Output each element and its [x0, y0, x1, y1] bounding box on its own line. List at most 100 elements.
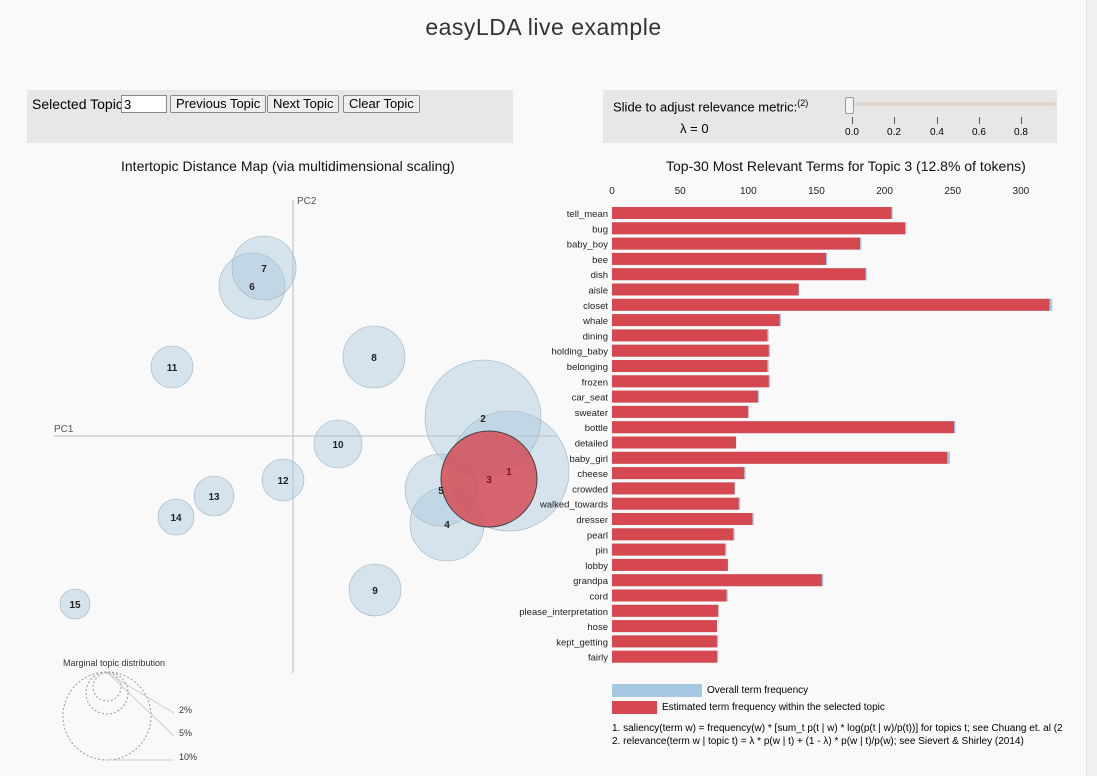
topic-label-5: 5	[438, 486, 444, 497]
x-tick-label: 300	[1013, 186, 1030, 197]
bar-estimated	[612, 497, 739, 510]
bar-estimated	[612, 604, 719, 617]
bar-estimated	[612, 329, 768, 342]
topic-label-9: 9	[372, 586, 378, 597]
previous-topic-button[interactable]: Previous Topic	[170, 95, 267, 113]
bar-estimated	[612, 252, 826, 265]
topic-circle-9[interactable]	[348, 563, 402, 617]
topic-circle-3[interactable]	[440, 430, 538, 528]
marginal-label-10: 10%	[179, 752, 197, 762]
marginal-circle-5	[85, 671, 129, 715]
term-label: car_seat	[572, 393, 609, 404]
lambda-value: λ = 0	[680, 121, 709, 136]
next-topic-button[interactable]: Next Topic	[267, 95, 340, 113]
term-label: lobby	[585, 561, 608, 572]
topic-circle-8[interactable]	[342, 325, 406, 389]
term-label: dining	[583, 331, 608, 342]
topic-label-13: 13	[208, 492, 220, 503]
bar-estimated	[612, 298, 1050, 311]
legend-overall-label: Overall term frequency	[707, 685, 809, 696]
relevance-slider-thumb[interactable]	[845, 97, 854, 114]
chart-title: Top-30 Most Relevant Terms for Topic 3 (…	[666, 158, 1026, 174]
page-scrollbar[interactable]	[1086, 0, 1097, 776]
footnote-saliency: 1. saliency(term w) = frequency(w) * [su…	[612, 723, 1063, 734]
marginal-label-2: 2%	[179, 705, 192, 715]
bar-estimated	[612, 375, 769, 388]
topic-circle-6[interactable]	[218, 252, 286, 320]
term-label: please_interpretation	[519, 607, 608, 618]
relevance-label: Slide to adjust relevance metric:(2)	[613, 98, 809, 115]
footnote-relevance: 2. relevance(term w | topic t) = λ * p(w…	[612, 736, 1024, 747]
term-label: tell_mean	[567, 209, 608, 220]
topic-circle-12[interactable]	[261, 458, 305, 502]
term-label: kept_getting	[556, 637, 608, 648]
topic-circle-7[interactable]	[231, 235, 297, 301]
marginal-guide-2	[106, 672, 175, 714]
bar-estimated	[612, 513, 753, 525]
pc2-label: PC2	[297, 196, 317, 207]
term-label: belonging	[567, 362, 608, 373]
bar-estimated	[612, 207, 892, 219]
bar-estimated	[612, 635, 717, 648]
topic-label-10: 10	[332, 440, 344, 451]
bar-estimated	[612, 421, 955, 434]
x-tick-label: 250	[944, 186, 961, 197]
term-label: closet	[583, 301, 608, 312]
bar-estimated	[612, 482, 735, 495]
topic-control-panel: Selected Topic: Previous Topic Next Topi…	[27, 90, 513, 143]
legend-estimated-swatch	[612, 701, 657, 714]
marginal-label-5: 5%	[179, 728, 192, 738]
bar-estimated	[612, 268, 866, 281]
term-label: holding_baby	[551, 347, 608, 358]
intertopic-title: Intertopic Distance Map (via multidimens…	[121, 158, 455, 174]
pc1-label: PC1	[54, 424, 74, 435]
selected-topic-input[interactable]	[121, 95, 167, 113]
bar-estimated	[612, 467, 745, 480]
term-label: crowded	[572, 484, 608, 495]
slider-tick-label: 0.0	[845, 127, 859, 138]
term-label: baby_boy	[567, 240, 608, 251]
bar-estimated	[612, 574, 822, 587]
slider-tick-label: 0.4	[930, 127, 944, 138]
relevance-panel: Slide to adjust relevance metric:(2) λ =…	[603, 90, 1057, 143]
bar-estimated	[612, 543, 726, 556]
bar-estimated	[612, 528, 734, 541]
slider-tick-label: 0.8	[1014, 127, 1028, 138]
term-label: walked_towards	[539, 500, 608, 511]
term-label: bottle	[585, 423, 608, 434]
term-label: bug	[592, 224, 608, 235]
slider-tick	[852, 117, 853, 124]
topic-circle-14[interactable]	[157, 498, 195, 536]
term-label: cheese	[577, 469, 608, 480]
x-tick-label: 50	[675, 186, 687, 197]
marginal-circle-2	[92, 672, 122, 702]
bar-estimated	[612, 222, 906, 235]
topic-label-11: 11	[167, 363, 178, 374]
legend-overall-swatch	[612, 684, 702, 697]
term-label: pin	[595, 546, 608, 557]
term-label: cord	[590, 592, 608, 603]
slider-tick	[937, 117, 938, 124]
term-label: aisle	[588, 286, 608, 297]
bar-estimated	[612, 314, 780, 327]
term-label: dish	[591, 270, 608, 281]
topic-circle-13[interactable]	[193, 475, 235, 517]
bar-estimated	[612, 620, 717, 633]
bar-estimated	[612, 283, 799, 296]
marginal-circle-10	[62, 671, 152, 761]
legend-estimated-label: Estimated term frequency within the sele…	[662, 702, 885, 713]
term-label: frozen	[582, 377, 608, 388]
clear-topic-button[interactable]: Clear Topic	[343, 95, 420, 113]
topic-circle-15[interactable]	[59, 588, 91, 620]
term-label: detailed	[575, 439, 608, 450]
topic-label-12: 12	[277, 476, 289, 487]
topic-label-2: 2	[480, 414, 486, 425]
term-label: baby_girl	[569, 454, 608, 465]
topic-circle-10[interactable]	[313, 419, 363, 469]
topic-circle-11[interactable]	[150, 345, 194, 389]
term-label: fairly	[588, 653, 608, 664]
slider-tick	[894, 117, 895, 124]
relevance-slider-track[interactable]	[849, 102, 1057, 106]
term-label: grandpa	[573, 576, 609, 587]
